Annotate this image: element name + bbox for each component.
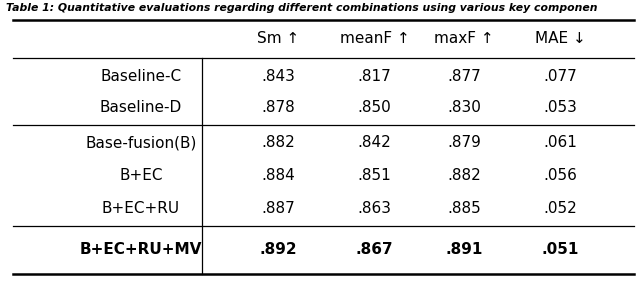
Text: .882: .882 [447, 168, 481, 183]
Text: .867: .867 [356, 242, 393, 257]
Text: .056: .056 [543, 168, 577, 183]
Text: .843: .843 [262, 69, 295, 83]
Text: .817: .817 [358, 69, 391, 83]
Text: .830: .830 [447, 100, 481, 115]
Text: MAE ↓: MAE ↓ [534, 31, 586, 46]
Text: .885: .885 [447, 201, 481, 216]
Text: .061: .061 [543, 135, 577, 150]
Text: .877: .877 [447, 69, 481, 83]
Text: .891: .891 [445, 242, 483, 257]
Text: Table 1: Quantitative evaluations regarding different combinations using various: Table 1: Quantitative evaluations regard… [6, 3, 598, 13]
Text: .892: .892 [260, 242, 297, 257]
Text: .077: .077 [543, 69, 577, 83]
Text: B+EC: B+EC [119, 168, 163, 183]
Text: Base-fusion(B): Base-fusion(B) [85, 135, 196, 150]
Text: .882: .882 [262, 135, 295, 150]
Text: .053: .053 [543, 100, 577, 115]
Text: Baseline-C: Baseline-C [100, 69, 181, 83]
Text: .887: .887 [262, 201, 295, 216]
Text: B+EC+RU: B+EC+RU [102, 201, 180, 216]
Text: .052: .052 [543, 201, 577, 216]
Text: Sm ↑: Sm ↑ [257, 31, 300, 46]
Text: maxF ↑: maxF ↑ [434, 31, 494, 46]
Text: .851: .851 [358, 168, 391, 183]
Text: .884: .884 [262, 168, 295, 183]
Text: Baseline-D: Baseline-D [100, 100, 182, 115]
Text: .842: .842 [358, 135, 391, 150]
Text: .850: .850 [358, 100, 391, 115]
Text: meanF ↑: meanF ↑ [340, 31, 409, 46]
Text: .051: .051 [541, 242, 579, 257]
Text: .878: .878 [262, 100, 295, 115]
Text: B+EC+RU+MV: B+EC+RU+MV [79, 242, 202, 257]
Text: .863: .863 [357, 201, 392, 216]
Text: .879: .879 [447, 135, 481, 150]
